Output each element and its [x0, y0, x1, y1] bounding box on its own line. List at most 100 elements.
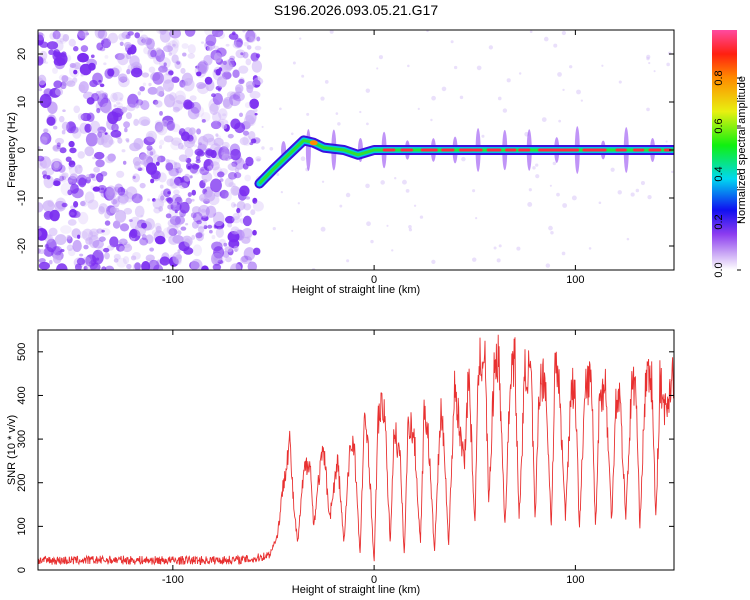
- heatmap-noise-blob: [144, 218, 155, 231]
- snr-x-ticks: -100 0 100: [162, 330, 585, 586]
- heatmap-noise-blob: [104, 68, 114, 79]
- heatmap-noise-blob: [241, 236, 251, 244]
- heatmap-noise-blob: [159, 184, 164, 189]
- heatmap-noise-blob: [52, 167, 57, 172]
- heatmap-noise-blob: [149, 151, 154, 156]
- heatmap-noise-blob: [161, 119, 169, 127]
- heatmap-noise-blob: [126, 103, 136, 112]
- heatmap-faint-dot: [413, 204, 417, 207]
- heatmap-noise-blob: [217, 171, 225, 178]
- heatmap-noise-blob: [212, 92, 224, 105]
- heatmap-noise-blob: [182, 77, 195, 92]
- heatmap-noise-blob: [44, 61, 49, 64]
- colorbar-label: Normalized spectral amplitude: [736, 76, 748, 224]
- heatmap-noise-blob: [200, 208, 207, 213]
- heatmap-noise-blob: [242, 135, 252, 147]
- heatmap-noise-blob: [70, 211, 75, 216]
- heatmap-faint-dot: [635, 188, 640, 193]
- heatmap-noise-blob: [253, 247, 261, 256]
- heatmap-noise-blob: [53, 177, 61, 187]
- heatmap-noise-blob: [98, 206, 105, 215]
- heatmap-faint-dot: [558, 119, 562, 123]
- heatmap-noise-blob: [58, 115, 65, 123]
- heatmap-noise-blob: [177, 142, 184, 150]
- heatmap-noise-blob: [219, 178, 224, 182]
- heatmap-noise-blob: [101, 102, 113, 114]
- heatmap-faint-dot: [472, 257, 477, 262]
- heatmap-noise-blob: [122, 256, 130, 265]
- heatmap-noise-blob: [158, 65, 168, 73]
- heatmap-noise-blob: [121, 243, 133, 253]
- heatmap-faint-dot: [365, 183, 370, 189]
- heatmap-noise-blob: [78, 81, 89, 94]
- snr-y-tick-label: 400: [16, 386, 28, 404]
- heatmap-noise-blob: [139, 30, 144, 33]
- heatmap-noise-blob: [85, 237, 93, 245]
- heatmap-noise-blob: [107, 153, 116, 162]
- heatmap-noise-blob: [155, 47, 162, 56]
- heatmap-noise-blob: [253, 77, 264, 86]
- heatmap-noise-blob: [196, 61, 208, 74]
- snr-y-tick-label: 500: [16, 343, 28, 361]
- heatmap-noise-blob: [116, 101, 121, 105]
- heatmap-noise-blob: [140, 160, 146, 165]
- heatmap-noise-blob: [85, 173, 92, 181]
- heatmap-noise-blob: [61, 80, 68, 86]
- heatmap-faint-dot: [561, 30, 566, 36]
- heatmap-noise-blob: [227, 231, 240, 243]
- heatmap-noise-blob: [73, 201, 79, 208]
- heatmap-noise-blob: [160, 195, 165, 201]
- heatmap-noise-blob: [241, 255, 249, 263]
- heatmap-noise-blob: [143, 46, 151, 55]
- heatmap-noise-blob: [152, 99, 159, 105]
- heatmap-noise-blob: [69, 173, 78, 180]
- heatmap-noise-blob: [168, 70, 174, 76]
- heatmap-noise-blob: [171, 123, 181, 133]
- heatmap-faint-dot: [653, 70, 656, 73]
- heatmap-noise-blob: [165, 162, 174, 171]
- heatmap-faint-dot: [472, 189, 476, 193]
- heatmap-noise-blob: [76, 257, 86, 266]
- heatmap-noise-blob: [251, 59, 263, 73]
- heatmap-faint-dot: [269, 146, 274, 151]
- heatmap-noise-blob: [166, 121, 175, 130]
- heatmap-noise-blob: [97, 30, 108, 40]
- heatmap-noise-blob: [207, 224, 213, 229]
- heatmap-noise-blob: [230, 226, 240, 235]
- heatmap-noise-blob: [139, 153, 149, 162]
- heatmap-noise-blob: [233, 91, 245, 102]
- heatmap-noise-blob: [61, 175, 67, 181]
- heatmap-faint-dot: [453, 65, 458, 70]
- heatmap-noise-blob: [244, 102, 251, 109]
- heatmap-noise-blob: [145, 162, 158, 175]
- heatmap-noise-blob: [225, 58, 235, 70]
- heatmap-noise-blob: [134, 262, 141, 270]
- heatmap-noise-blob: [96, 172, 104, 183]
- heatmap-noise-blob: [187, 134, 194, 142]
- heatmap-noise-blob: [133, 118, 139, 127]
- heatmap-noise-blob: [54, 234, 67, 245]
- heatmap-x-tick-label: 100: [566, 274, 584, 286]
- heatmap-noise-blob: [166, 197, 173, 204]
- snr-x-tick-label: 0: [371, 574, 377, 586]
- heatmap-noise-blob: [168, 167, 179, 177]
- heatmap-noise-blob: [97, 90, 105, 99]
- heatmap-noise-blob: [89, 262, 101, 270]
- heatmap-faint-dot: [459, 95, 464, 100]
- heatmap-noise-blob: [245, 109, 257, 125]
- heatmap-noise-blob: [191, 234, 196, 240]
- heatmap-noise-blob: [133, 138, 144, 150]
- heatmap-faint-dot: [668, 51, 672, 56]
- heatmap-noise-blob: [191, 189, 197, 196]
- heatmap-noise-blob: [213, 142, 218, 146]
- heatmap-noise-blob: [177, 249, 181, 254]
- heatmap-noise-blob: [194, 148, 204, 156]
- heatmap-noise-blob: [113, 258, 119, 263]
- heatmap-noise-blob: [180, 213, 186, 217]
- heatmap-faint-dot: [380, 180, 385, 185]
- heatmap-noise-blob: [195, 155, 201, 161]
- heatmap-noise-blob: [242, 130, 250, 136]
- heatmap-faint-dot: [562, 88, 565, 92]
- heatmap-noise-blob: [232, 212, 240, 221]
